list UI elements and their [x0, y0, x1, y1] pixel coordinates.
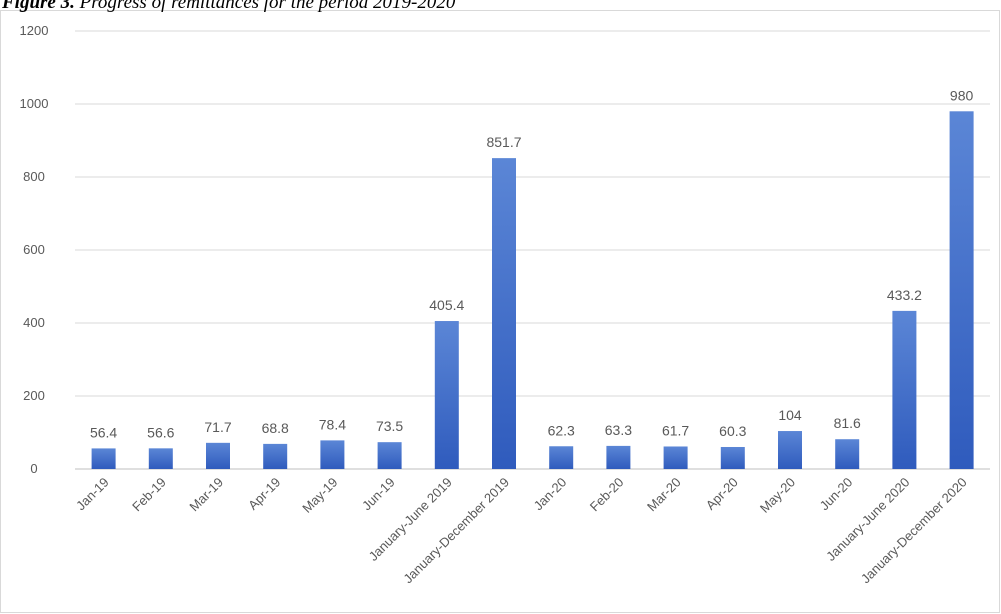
bar [778, 431, 802, 469]
data-label: 56.6 [147, 424, 174, 440]
data-label: 851.7 [486, 134, 521, 150]
bar [606, 445, 631, 469]
bar [949, 111, 974, 470]
bar [320, 440, 345, 469]
figure-label: Figure 3. [2, 0, 75, 13]
x-tick-label: Apr-20 [703, 475, 741, 513]
data-label: 81.6 [834, 415, 861, 431]
data-label: 433.2 [887, 287, 922, 303]
data-label: 61.7 [662, 422, 689, 438]
data-label: 62.3 [548, 422, 575, 438]
bar [720, 446, 745, 469]
data-label: 405.4 [429, 297, 464, 313]
y-tick-label: 800 [23, 169, 45, 184]
x-tick-label: May-19 [299, 475, 340, 516]
x-axis: Jan-19 Feb-19 Mar-19 Apr-19 May-19 Jun-19Janu… [73, 475, 970, 587]
data-label: 68.8 [262, 420, 289, 436]
gridlines [75, 30, 990, 470]
y-tick-label: 600 [23, 242, 45, 257]
figure-caption-text: Progress of remittances for the period 2… [79, 0, 456, 13]
y-tick-label: 0 [30, 461, 37, 476]
x-tick-label: Jan-19 [73, 475, 112, 514]
bar [434, 321, 459, 469]
data-label: 60.3 [719, 423, 746, 439]
data-label: 71.7 [204, 419, 231, 435]
x-tick-label: Mar-20 [644, 475, 684, 515]
bar [206, 442, 230, 469]
data-label: 63.3 [605, 422, 632, 438]
bar [377, 442, 402, 469]
data-labels: 56.4 56.6 71.7 68.8 78.4 73.5 405.4 851.7 62.3 63… [90, 87, 974, 440]
bar [263, 443, 288, 469]
x-tick-label: Feb-19 [129, 475, 169, 515]
y-tick-label: 1000 [20, 96, 49, 111]
bar [492, 158, 516, 469]
x-tick-label: Jan-20 [531, 475, 570, 514]
data-label: 73.5 [376, 418, 403, 434]
figure-caption: Figure 3. Progress of remittances for th… [2, 0, 455, 14]
bar [91, 448, 116, 469]
bar [663, 446, 688, 469]
x-tick-label: Mar-19 [186, 475, 226, 515]
x-tick-label: Apr-19 [245, 475, 283, 513]
x-tick-label: January-December 2019 [400, 475, 512, 587]
bar [148, 448, 173, 469]
y-axis: 0 200 400 600 800 1000 1200 [20, 23, 49, 476]
x-tick-label: Feb-20 [587, 475, 627, 515]
y-tick-label: 200 [23, 388, 45, 403]
x-tick-label: Jun-19 [359, 475, 398, 514]
y-tick-label: 1200 [20, 23, 49, 38]
y-tick-label: 400 [23, 315, 45, 330]
bars [91, 111, 974, 470]
data-label: 980 [950, 87, 974, 103]
data-label: 56.4 [90, 424, 117, 440]
bar [835, 439, 860, 469]
x-tick-label: Jun-20 [817, 475, 856, 514]
data-label: 104 [778, 407, 802, 423]
bar [549, 446, 574, 469]
x-tick-label: May-20 [757, 475, 798, 516]
x-tick-label: January-December 2020 [858, 475, 970, 587]
data-label: 78.4 [319, 416, 346, 432]
bar [892, 310, 917, 469]
